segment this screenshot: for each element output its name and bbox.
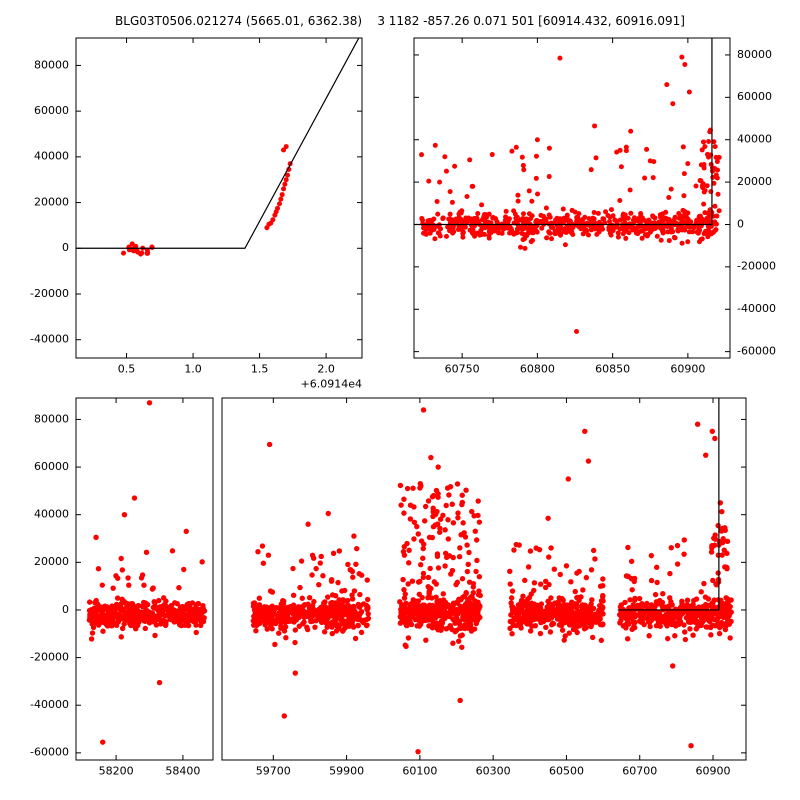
figure-title: BLG03T0506.021274 (5665.01, 6362.38) 3 1… xyxy=(115,14,685,28)
